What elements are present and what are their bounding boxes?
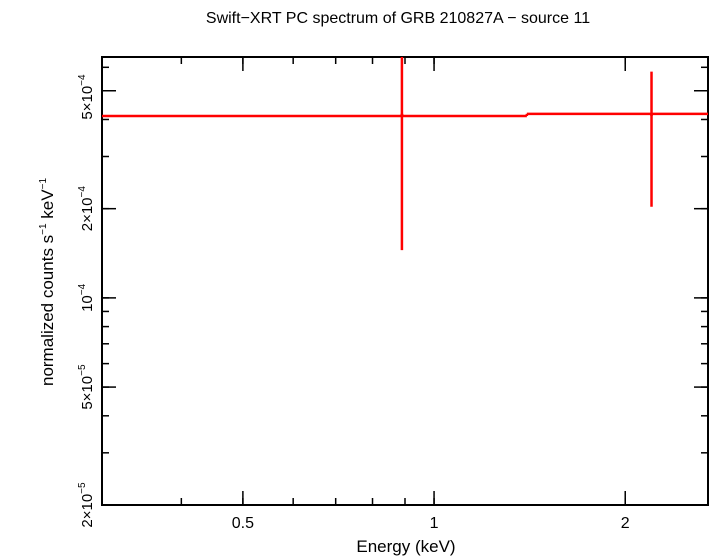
plot-frame [101, 56, 709, 506]
data-point [400, 113, 404, 117]
x-tick-label: 0.5 [232, 515, 254, 532]
data-point [650, 113, 654, 117]
y-tick-label: 2×10−5 [77, 482, 96, 528]
y-tick-label: 2×10−4 [77, 186, 96, 232]
plot-area: 0.5 1 2 2×10−5 5×10−5 10−4 2×10−4 5×10−4 [77, 56, 709, 532]
y-axis-label: normalized counts s−1 keV−1 [38, 178, 57, 386]
x-tick-label: 2 [621, 515, 630, 532]
x-tick-label: 1 [430, 515, 439, 532]
y-tick-label: 5×10−4 [77, 74, 96, 120]
chart-title: Swift−XRT PC spectrum of GRB 210827A − s… [206, 10, 590, 27]
x-axis-label: Energy (keV) [356, 537, 455, 556]
y-tick-label: 10−4 [77, 283, 96, 312]
y-tick-label: 5×10−5 [77, 364, 96, 410]
